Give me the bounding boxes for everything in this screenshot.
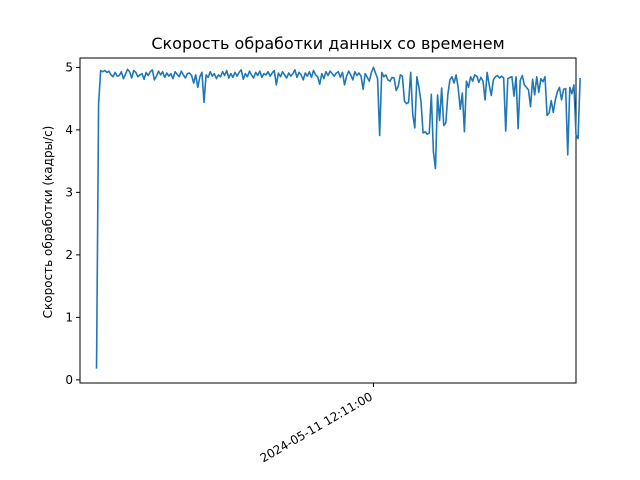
y-tick-label: 2	[65, 248, 73, 262]
y-axis: 0 1 2 3 4 5	[65, 60, 80, 387]
series-line-0	[95, 66, 581, 369]
y-tick-label: 3	[65, 185, 73, 199]
y-tick-label: 5	[65, 60, 73, 74]
x-axis: 2024-05-11 12:11:00	[258, 383, 375, 465]
chart-title: Скорость обработки данных со временем	[151, 34, 504, 53]
y-tick-label: 1	[65, 310, 73, 324]
series-layer	[95, 66, 581, 369]
plot-area-frame	[79, 57, 577, 384]
x-tick-label: 2024-05-11 12:11:00	[258, 389, 375, 465]
y-tick-label: 4	[65, 123, 73, 137]
y-axis-label: Скорость обработки (кадры/с)	[41, 126, 55, 319]
y-tick-label: 0	[65, 373, 73, 387]
